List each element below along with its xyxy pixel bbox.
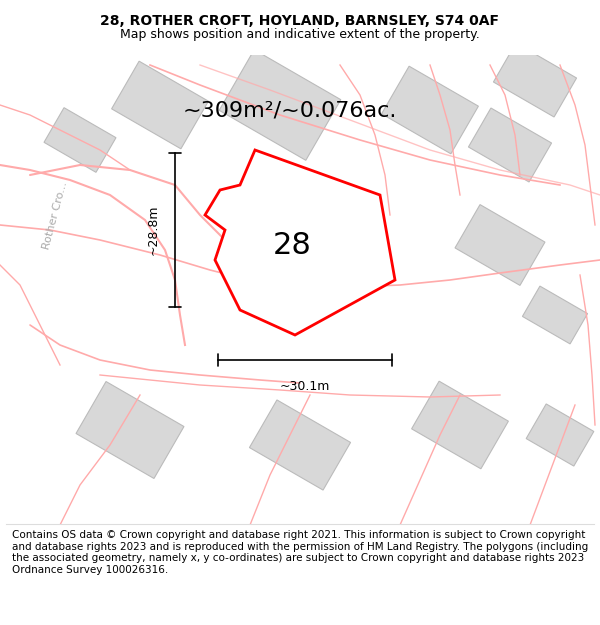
Text: Contains OS data © Crown copyright and database right 2021. This information is : Contains OS data © Crown copyright and d… xyxy=(12,530,588,575)
Text: 28, ROTHER CROFT, HOYLAND, BARNSLEY, S74 0AF: 28, ROTHER CROFT, HOYLAND, BARNSLEY, S74… xyxy=(101,14,499,28)
Text: ~28.8m: ~28.8m xyxy=(147,205,160,255)
Polygon shape xyxy=(44,107,116,172)
Polygon shape xyxy=(250,400,350,490)
Text: ~30.1m: ~30.1m xyxy=(280,380,330,393)
Polygon shape xyxy=(219,50,341,160)
Polygon shape xyxy=(112,61,208,149)
Polygon shape xyxy=(493,43,577,117)
Polygon shape xyxy=(412,381,508,469)
Polygon shape xyxy=(523,286,587,344)
Text: ~309m²/~0.076ac.: ~309m²/~0.076ac. xyxy=(183,100,397,120)
Text: Rother Cro...: Rother Cro... xyxy=(41,180,69,250)
Polygon shape xyxy=(455,204,545,286)
Text: 28: 28 xyxy=(272,231,311,259)
Polygon shape xyxy=(76,381,184,479)
Polygon shape xyxy=(382,66,478,154)
Polygon shape xyxy=(205,150,395,335)
Polygon shape xyxy=(469,108,551,182)
Polygon shape xyxy=(526,404,594,466)
Text: Map shows position and indicative extent of the property.: Map shows position and indicative extent… xyxy=(120,28,480,41)
